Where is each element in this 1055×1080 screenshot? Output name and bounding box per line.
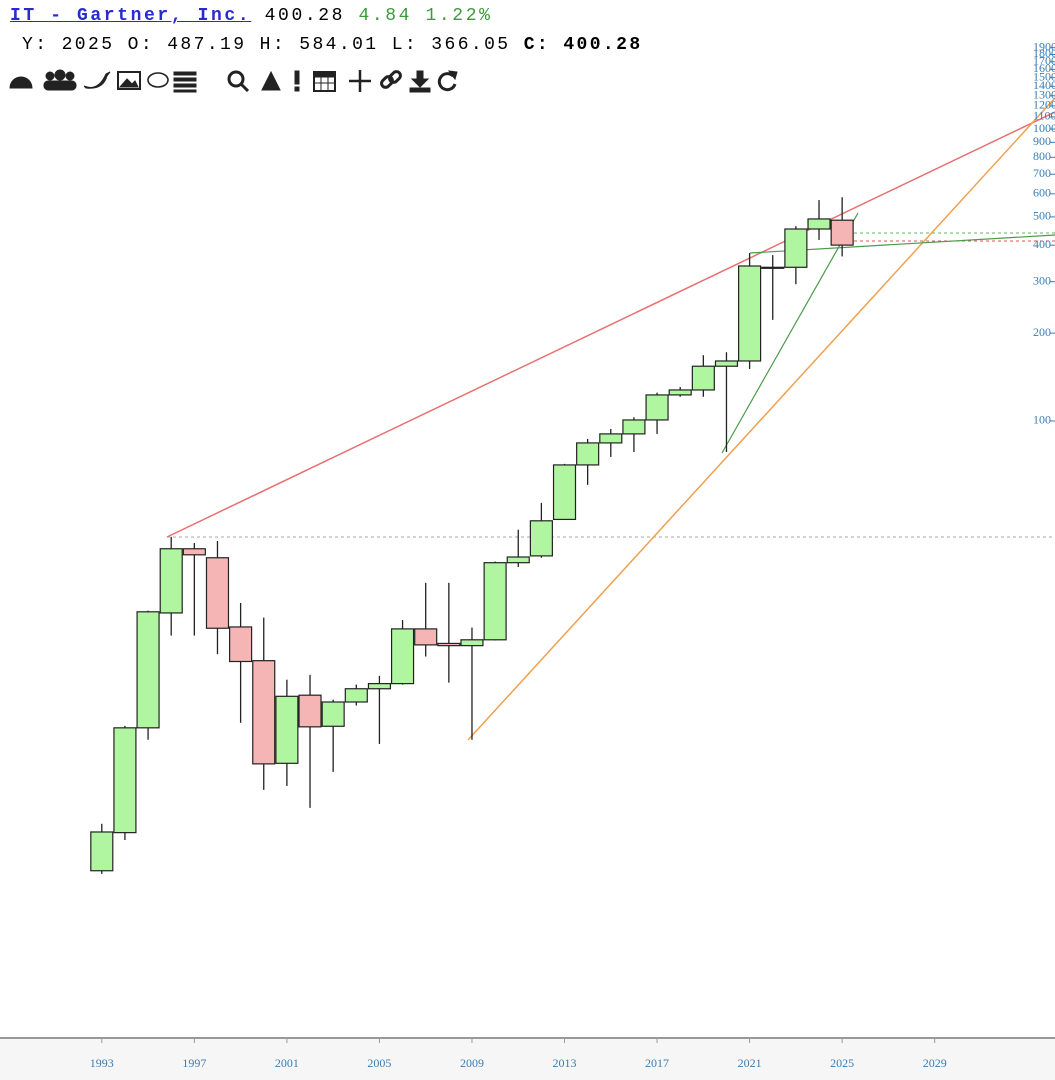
x-tick-label: 2029	[923, 1056, 947, 1070]
drawings	[166, 97, 1055, 741]
x-axis-band	[0, 1038, 1055, 1080]
alert-icon[interactable]	[294, 70, 300, 92]
candle-body	[506, 556, 530, 564]
y-tick-label: 1500	[1033, 69, 1055, 83]
toolbar	[9, 69, 458, 93]
period: Y: 2025	[22, 35, 115, 55]
refresh-icon[interactable]	[437, 72, 457, 92]
candle-body	[576, 442, 600, 466]
candle-body	[113, 727, 137, 834]
last-price: 400.28	[264, 6, 346, 26]
y-tick-label: 1100	[1033, 109, 1055, 123]
candle-body	[830, 219, 854, 246]
calendar-icon[interactable]	[313, 71, 336, 92]
x-tick-label: 2025	[830, 1056, 854, 1070]
close: C: 400.28	[523, 35, 643, 55]
users-icon[interactable]	[43, 69, 77, 91]
comment-icon[interactable]	[147, 72, 169, 88]
download-icon[interactable]	[409, 70, 431, 93]
y-tick-label: 300	[1033, 273, 1051, 287]
candle-body	[182, 548, 206, 556]
y-tick-label: 1600	[1033, 61, 1055, 75]
candle-body	[714, 360, 739, 367]
y-tick-label: 600	[1033, 186, 1051, 200]
y-tick-label: 700	[1033, 166, 1051, 180]
candle-body	[252, 660, 276, 765]
symbol-link[interactable]: IT - Gartner, Inc.	[10, 6, 252, 26]
candle-body	[668, 389, 692, 396]
y-tick-label: 900	[1033, 134, 1051, 148]
low: L: 366.05	[391, 35, 511, 55]
y-tick-label: 1000	[1033, 121, 1055, 135]
candle-body	[90, 831, 114, 872]
x-tick-label: 1993	[90, 1056, 114, 1070]
candle-body	[298, 694, 322, 728]
candle-body	[761, 266, 785, 269]
y-tick-label: 1900	[1033, 39, 1055, 53]
trend-line	[467, 97, 1055, 741]
y-tick-label: 1400	[1033, 78, 1055, 92]
candle-body	[738, 265, 762, 362]
candle-body	[229, 626, 253, 663]
header-line: IT - Gartner, Inc. 400.28 4.84 1.22%	[10, 6, 493, 26]
link-icon[interactable]	[380, 70, 402, 89]
candle-body	[321, 701, 345, 727]
candle-body	[367, 683, 392, 690]
candle-body	[691, 365, 715, 391]
y-tick-label: 200	[1033, 325, 1051, 339]
candle-body	[645, 394, 669, 421]
candle-body	[552, 464, 577, 521]
y-tick-label: 400	[1033, 237, 1051, 251]
candle-body	[136, 611, 160, 729]
trend-line	[166, 111, 1055, 538]
candle-body	[529, 520, 553, 557]
candle-body	[275, 695, 299, 764]
refresh-arrow	[447, 70, 458, 81]
twitter-icon[interactable]	[83, 71, 111, 89]
change-pct: 1.22%	[425, 6, 493, 26]
list-icon[interactable]	[173, 71, 197, 93]
y-tick-label: 800	[1033, 149, 1051, 163]
y-tick-label: 100	[1033, 413, 1051, 427]
candle-body	[437, 642, 461, 647]
x-tick-label: 2009	[460, 1056, 484, 1070]
candle-body	[460, 639, 484, 647]
y-tick-label: 1200	[1033, 98, 1055, 112]
y-tick-label: 1800	[1033, 46, 1055, 60]
trend-line	[721, 212, 859, 454]
x-tick-label: 2021	[738, 1056, 762, 1070]
triangle-icon[interactable]	[261, 70, 281, 91]
y-tick-label: 1300	[1033, 88, 1055, 102]
candle-body	[807, 218, 831, 230]
candle-body	[483, 562, 507, 641]
search-icon[interactable]	[227, 70, 250, 93]
candle-body	[344, 688, 368, 703]
dashboard-icon[interactable]	[9, 76, 33, 89]
y-tick-label: 500	[1033, 209, 1051, 223]
x-tick-label: 2001	[275, 1056, 299, 1070]
candle-body	[159, 548, 183, 614]
candle-body	[622, 419, 646, 435]
open: O: 487.19	[127, 35, 247, 55]
candle-body	[414, 628, 438, 646]
x-tick-label: 2017	[645, 1056, 669, 1070]
x-tick-label: 2005	[367, 1056, 391, 1070]
change: 4.84	[358, 6, 413, 26]
move-icon[interactable]	[349, 70, 371, 92]
x-tick-label: 2013	[553, 1056, 577, 1070]
image-icon[interactable]	[117, 71, 141, 90]
high: H: 584.01	[259, 35, 379, 55]
candle-body	[205, 557, 230, 629]
candle-body	[599, 433, 623, 444]
y-tick-label: 1700	[1033, 53, 1055, 67]
ohlc-line: Y: 2025 O: 487.19 H: 584.01 L: 366.05 C:…	[22, 35, 643, 55]
candle-body	[390, 628, 415, 685]
x-tick-label: 1997	[182, 1056, 206, 1070]
candle-body	[784, 228, 808, 268]
